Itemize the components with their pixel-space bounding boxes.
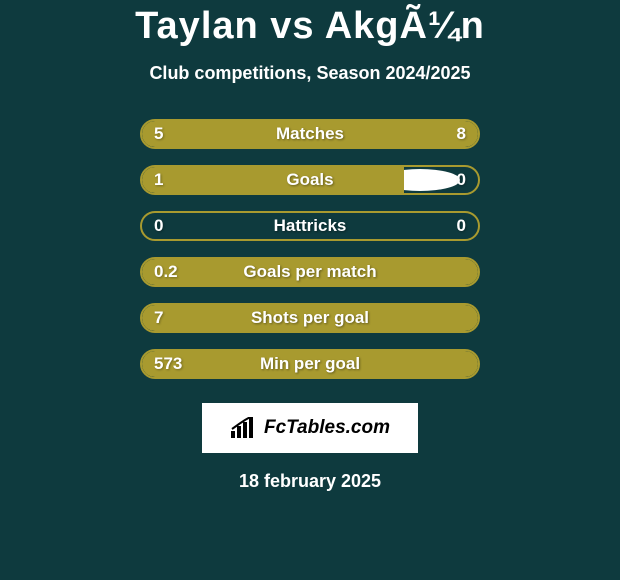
logo-text: FcTables.com xyxy=(264,417,390,439)
subtitle: Club competitions, Season 2024/2025 xyxy=(149,63,470,84)
page-title: Taylan vs AkgÃ¼n xyxy=(135,5,485,48)
stat-bar-wrapper: 7 Shots per goal xyxy=(140,303,480,333)
stat-row: 1 0 Goals xyxy=(140,165,480,195)
stat-value-right: 0 xyxy=(457,216,466,236)
stats-container: 5 8 Matches 1 0 Goals 0 0 Hattricks 0.2 Goals per … xyxy=(140,119,480,395)
stat-bar-wrapper: 0.2 Goals per match xyxy=(140,257,480,287)
stat-bar: 1 0 Goals xyxy=(140,165,480,195)
stat-label: Shots per goal xyxy=(251,308,369,328)
stat-value-left: 573 xyxy=(154,354,182,374)
date-text: 18 february 2025 xyxy=(239,471,381,492)
stat-value-left: 1 xyxy=(154,170,163,190)
stat-row: 573 Min per goal xyxy=(140,349,480,379)
stat-bar-wrapper: 0 0 Hattricks xyxy=(140,211,480,241)
stat-row: 5 8 Matches xyxy=(140,119,480,149)
stat-label: Goals xyxy=(286,170,333,190)
chart-icon xyxy=(230,417,258,439)
stat-value-right: 8 xyxy=(457,124,466,144)
stat-bar-wrapper: 5 8 Matches xyxy=(140,119,480,149)
stat-label: Goals per match xyxy=(243,262,376,282)
stat-label: Matches xyxy=(276,124,344,144)
stat-label: Hattricks xyxy=(274,216,347,236)
stat-value-right: 0 xyxy=(457,170,466,190)
stat-bar-wrapper: 1 0 Goals xyxy=(140,165,480,195)
stat-bar-wrapper: 573 Min per goal xyxy=(140,349,480,379)
stat-bar: 0 0 Hattricks xyxy=(140,211,480,241)
stat-bar: 0.2 Goals per match xyxy=(140,257,480,287)
stat-bar: 7 Shots per goal xyxy=(140,303,480,333)
logo-box[interactable]: FcTables.com xyxy=(202,403,418,453)
stat-value-left: 5 xyxy=(154,124,163,144)
stat-row: 0.2 Goals per match xyxy=(140,257,480,287)
stat-bar: 5 8 Matches xyxy=(140,119,480,149)
stat-value-left: 7 xyxy=(154,308,163,328)
stat-value-left: 0 xyxy=(154,216,163,236)
stat-row: 7 Shots per goal xyxy=(140,303,480,333)
stat-value-left: 0.2 xyxy=(154,262,178,282)
stat-bar: 573 Min per goal xyxy=(140,349,480,379)
comparison-card: Taylan vs AkgÃ¼n Club competitions, Seas… xyxy=(0,0,620,492)
stat-label: Min per goal xyxy=(260,354,360,374)
stat-fill-left xyxy=(142,167,404,193)
stat-row: 0 0 Hattricks xyxy=(140,211,480,241)
